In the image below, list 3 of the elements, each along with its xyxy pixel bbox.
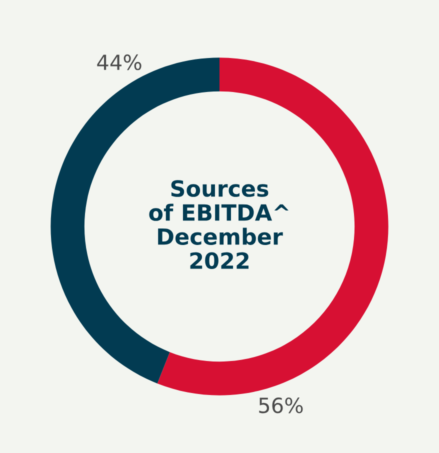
text: Sources of EBITDA^ December 2022 (149, 180, 288, 270)
data-label: 56% (259, 397, 303, 414)
data-label: 44% (97, 54, 142, 70)
